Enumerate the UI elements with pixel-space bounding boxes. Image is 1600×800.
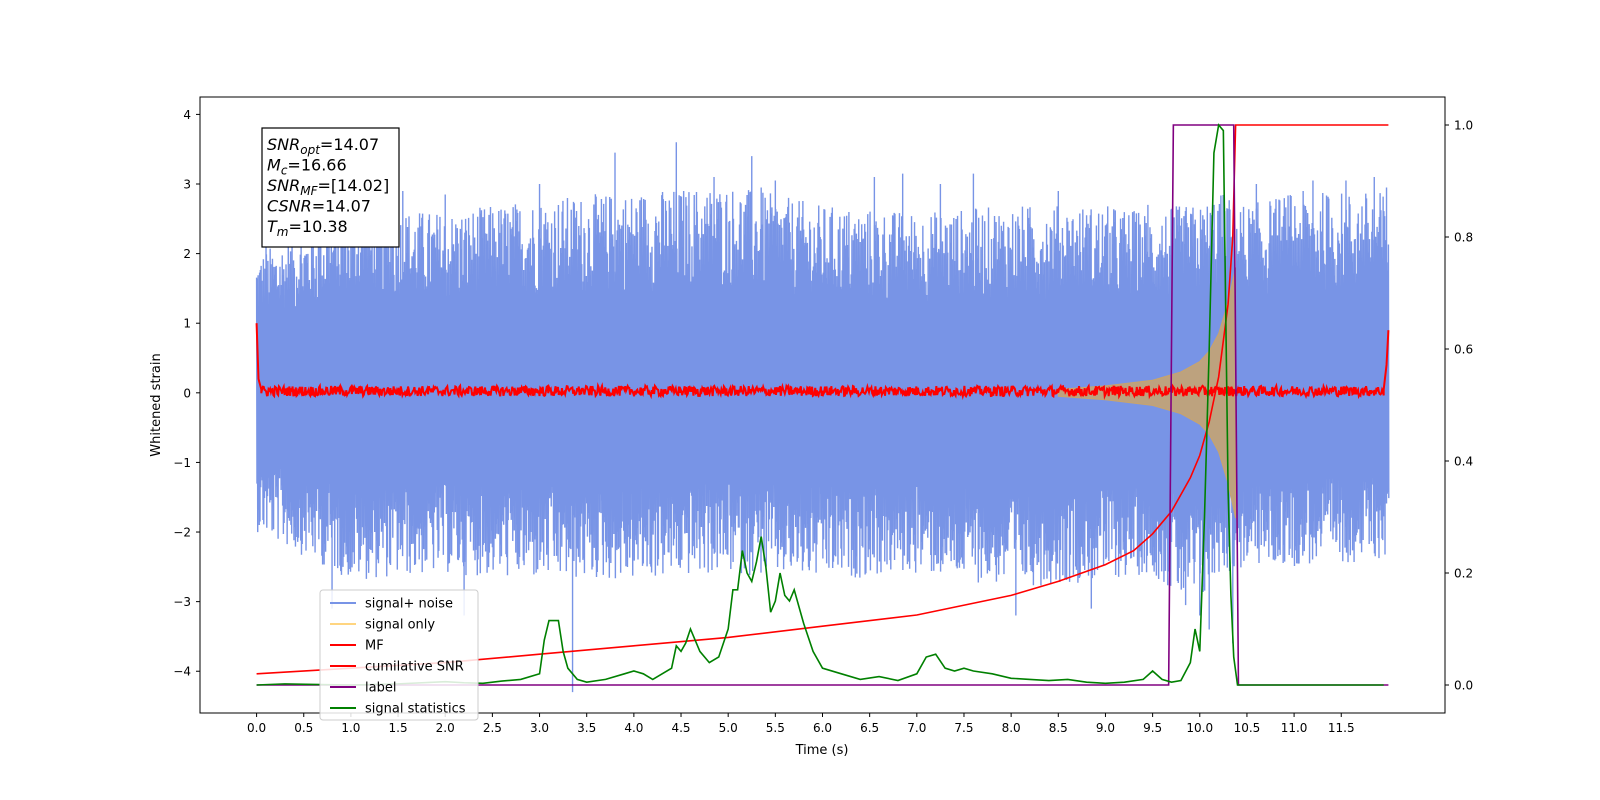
x-tick-label: 4.0 [624, 721, 643, 735]
x-tick-label: 2.0 [436, 721, 455, 735]
legend: signal+ noise signal only MF cumilative SNR… [319, 589, 479, 721]
annotation-frame [261, 127, 400, 248]
series-signal-statistics-line [256, 123, 1384, 686]
annotation-line: Tm=10.38 [267, 217, 348, 239]
y2-tick-label: 0.0 [1454, 679, 1473, 693]
x-tick-label: 7.5 [954, 721, 973, 735]
y-tick-label: 3 [183, 178, 191, 192]
x-tick-label: 5.5 [766, 721, 785, 735]
x-tick-label: 11.0 [1281, 721, 1308, 735]
x-tick-label: 11.5 [1328, 721, 1355, 735]
x-tick-label: 0.5 [294, 721, 313, 735]
x-tick-label: 9.0 [1096, 721, 1115, 735]
x-tick-label: 4.5 [671, 721, 690, 735]
y-tick-label: 4 [183, 108, 191, 122]
x-tick-label: 6.0 [813, 721, 832, 735]
y-axis-label: Whitened strain [149, 353, 164, 456]
y2-tick-label: 0.2 [1454, 567, 1473, 581]
annotation-line: Mc=16.66 [267, 156, 347, 178]
x-tick-label: 3.0 [530, 721, 549, 735]
x-tick-label: 1.5 [389, 721, 408, 735]
y2-tick-label: 0.4 [1454, 455, 1473, 469]
x-tick-label: 0.0 [247, 721, 266, 735]
x-tick-label: 9.5 [1143, 721, 1162, 735]
x-tick-label: 6.5 [860, 721, 879, 735]
x-tick-label: 2.5 [483, 721, 502, 735]
annotation-box: SNRopt=14.07Mc=16.66SNRMF=[14.02]CSNR=14… [261, 127, 400, 248]
y-tick-label: −2 [173, 526, 191, 540]
legend-label: signal statistics [365, 702, 466, 717]
x-axis-label: Time (s) [795, 743, 849, 758]
y-tick-label: −1 [173, 456, 191, 470]
x-tick-label: 8.0 [1002, 721, 1021, 735]
x-tick-label: 7.0 [907, 721, 926, 735]
series-signal-only-line [1057, 267, 1237, 519]
x-tick-label: 1.0 [341, 721, 360, 735]
legend-frame [319, 589, 479, 721]
y-tick-label: −4 [173, 665, 191, 679]
y-tick-label: 2 [183, 247, 191, 261]
annotation-line: SNRMF=[14.02] [267, 176, 389, 198]
y2-tick-label: 0.6 [1454, 343, 1473, 357]
x-tick-label: 10.5 [1234, 721, 1261, 735]
annotation-line: SNRopt=14.07 [267, 135, 379, 157]
y2-tick-label: 0.8 [1454, 231, 1473, 245]
y-tick-label: 1 [183, 317, 191, 331]
x-tick-label: 8.5 [1049, 721, 1068, 735]
x-tick-label: 3.5 [577, 721, 596, 735]
y-tick-label: 0 [183, 386, 191, 400]
legend-label: label [365, 681, 396, 696]
legend-label: cumilative SNR [365, 660, 464, 675]
annotation-line: CSNR=14.07 [267, 197, 371, 216]
x-tick-label: 10.0 [1186, 721, 1213, 735]
y-tick-label: −3 [173, 595, 191, 609]
series-cumilative-snr-line [256, 124, 1389, 675]
plot-series [255, 123, 1390, 693]
y-axis-left: −4 −3 −2 −1 0 1 2 3 4 [173, 108, 200, 679]
y2-tick-label: 1.0 [1454, 119, 1473, 133]
legend-label: signal+ noise [365, 597, 453, 612]
y-axis-right: 0.0 0.2 0.4 0.6 0.8 1.0 [1445, 119, 1473, 693]
x-axis: 0.0 0.5 1.0 1.5 2.0 2.5 3.0 3.5 4.0 4.5 5.0 5.5 6.0 6… [247, 713, 1355, 735]
legend-label: signal only [365, 618, 435, 633]
series-mf-line [255, 323, 1390, 400]
x-tick-label: 5.0 [719, 721, 738, 735]
legend-label: MF [365, 639, 384, 654]
